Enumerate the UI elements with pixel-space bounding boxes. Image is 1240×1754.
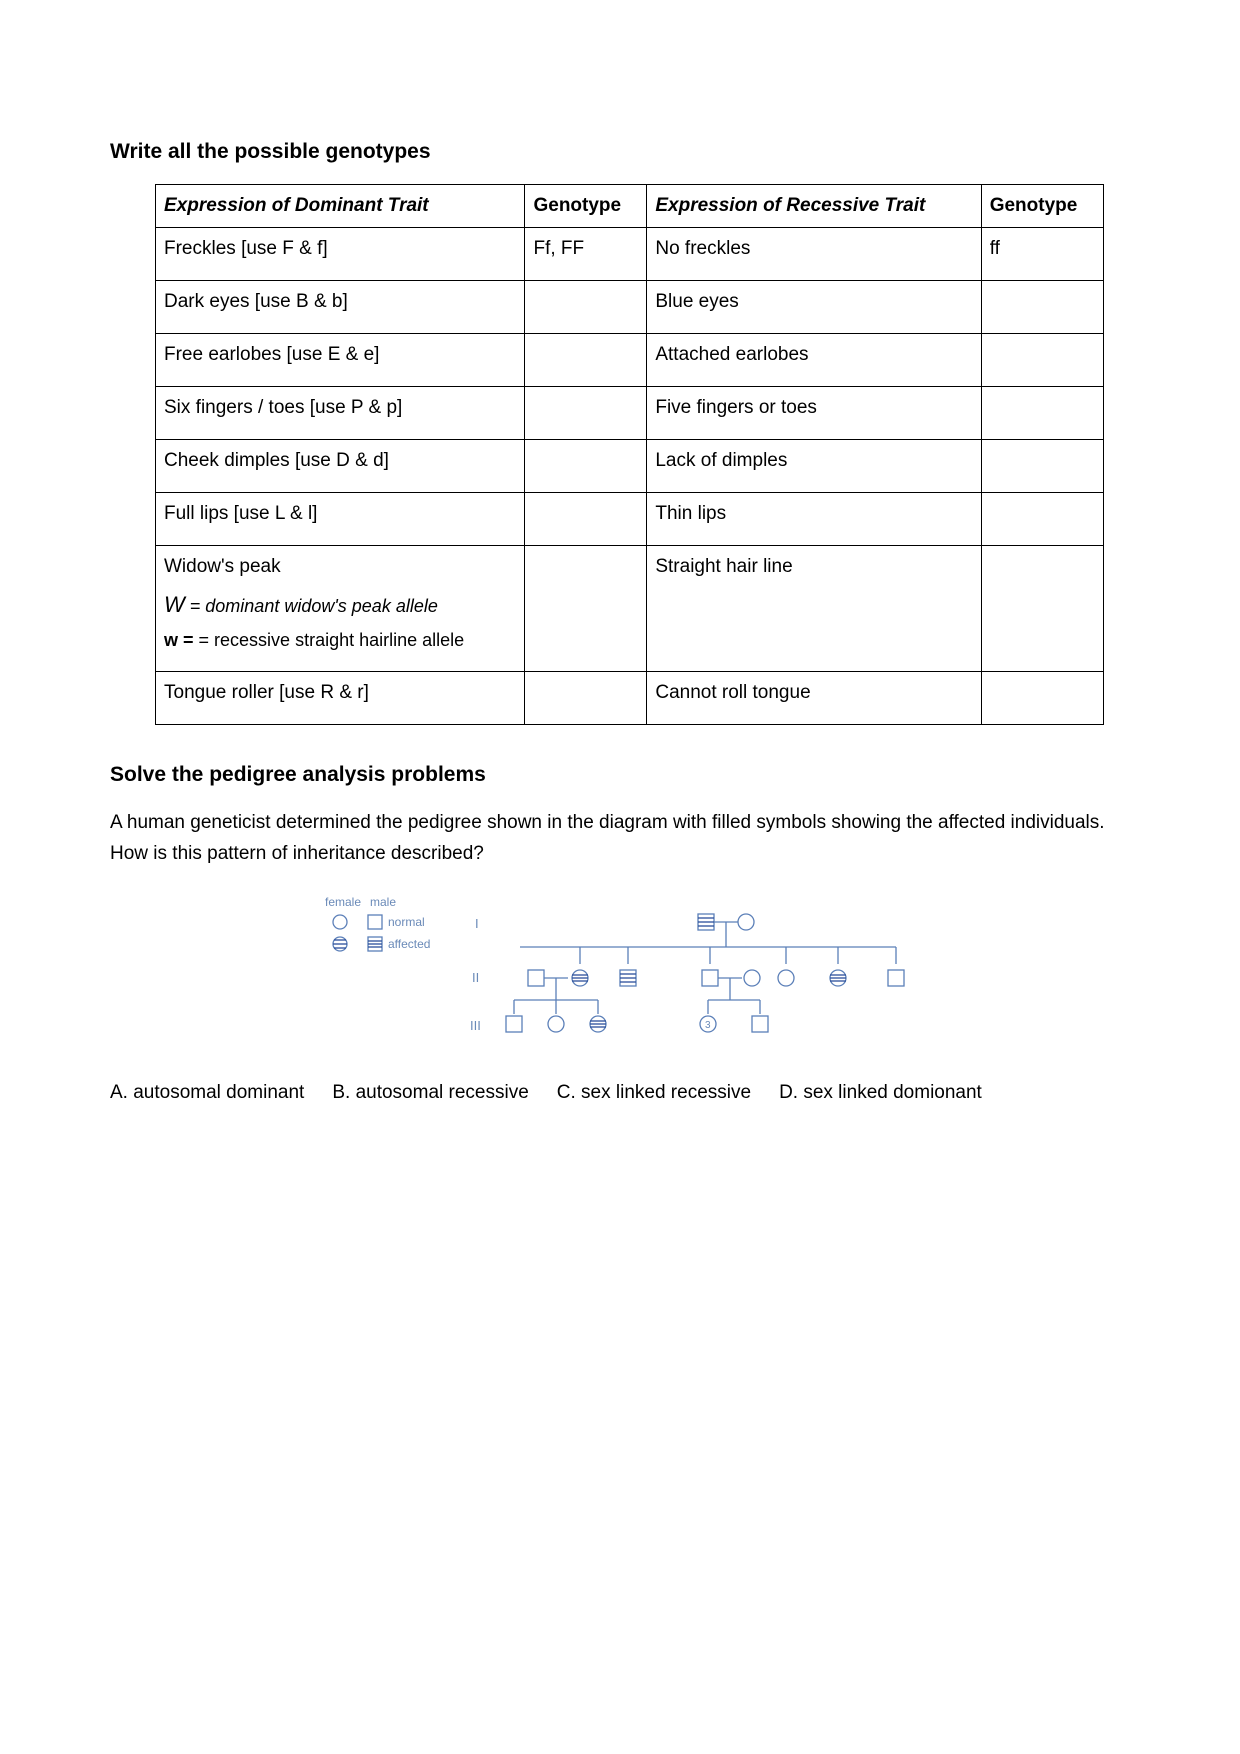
option-c: C. sex linked recessive — [557, 1082, 751, 1104]
col-recessive: Expression of Recessive Trait — [647, 185, 981, 228]
table-row: Cheek dimples [use D & d] Lack of dimple… — [156, 440, 1104, 493]
cell-recessive: Cannot roll tongue — [647, 672, 981, 725]
table-row: Six fingers / toes [use P & p] Five fing… — [156, 387, 1104, 440]
table-row: Tongue roller [use R & r] Cannot roll to… — [156, 672, 1104, 725]
col-geno2: Genotype — [981, 185, 1103, 228]
pedigree-question: A human geneticist determined the pedigr… — [110, 807, 1130, 870]
table-row: Dark eyes [use B & b] Blue eyes — [156, 281, 1104, 334]
cell-geno2 — [981, 493, 1103, 546]
cell-geno2: ff — [981, 228, 1103, 281]
heading-genotypes: Write all the possible genotypes — [110, 140, 1130, 164]
cell-recessive: Attached earlobes — [647, 334, 981, 387]
table-row: Free earlobes [use E & e] Attached earlo… — [156, 334, 1104, 387]
allele-note-recessive: w = = recessive straight hairline allele — [164, 630, 516, 651]
cell-dominant: Cheek dimples [use D & d] — [156, 440, 525, 493]
cell-geno1 — [525, 281, 647, 334]
cell-dominant: Free earlobes [use E & e] — [156, 334, 525, 387]
col-geno1: Genotype — [525, 185, 647, 228]
svg-text:3: 3 — [705, 1020, 711, 1031]
cell-geno1 — [525, 672, 647, 725]
cell-recessive: Five fingers or toes — [647, 387, 981, 440]
cell-geno1 — [525, 334, 647, 387]
legend-male: male — [370, 895, 396, 909]
cell-dominant: Tongue roller [use R & r] — [156, 672, 525, 725]
cell-geno2 — [981, 387, 1103, 440]
pedigree-diagram: female male normal — [110, 892, 1130, 1052]
legend-affected: affected — [388, 937, 430, 951]
cell-geno1: Ff, FF — [525, 228, 647, 281]
allele-text-W: = dominant widow's peak allele — [185, 596, 438, 616]
gen1-couple — [698, 914, 754, 947]
cell-geno1 — [525, 546, 647, 672]
answer-options: A. autosomal dominant B. autosomal reces… — [110, 1082, 1130, 1104]
option-d: D. sex linked domionant — [779, 1082, 982, 1104]
cell-geno2 — [981, 546, 1103, 672]
gen-2: II — [472, 970, 479, 985]
gen-1: I — [475, 916, 479, 931]
allele-letter-W: W — [164, 592, 185, 617]
gen-3: III — [470, 1018, 481, 1033]
genotype-table: Expression of Dominant Trait Genotype Ex… — [155, 184, 1104, 725]
cell-dominant-compound: Widow's peak W = dominant widow's peak a… — [156, 546, 525, 672]
widows-peak-label: Widow's peak — [164, 556, 516, 578]
equals: = — [178, 630, 194, 650]
cell-recessive: Blue eyes — [647, 281, 981, 334]
cell-geno1 — [525, 493, 647, 546]
cell-dominant: Six fingers / toes [use P & p] — [156, 387, 525, 440]
cell-recessive: Thin lips — [647, 493, 981, 546]
cell-geno1 — [525, 440, 647, 493]
cell-geno2 — [981, 672, 1103, 725]
cell-dominant: Dark eyes [use B & b] — [156, 281, 525, 334]
pedigree-svg: female male normal — [300, 892, 940, 1052]
option-a: A. autosomal dominant — [110, 1082, 304, 1104]
legend-female: female — [325, 895, 361, 909]
table-row: Widow's peak W = dominant widow's peak a… — [156, 546, 1104, 672]
table-row: Freckles [use F & f] Ff, FF No freckles … — [156, 228, 1104, 281]
heading-pedigree: Solve the pedigree analysis problems — [110, 763, 1130, 787]
cell-recessive: Lack of dimples — [647, 440, 981, 493]
cell-geno1 — [525, 387, 647, 440]
cell-recessive: No freckles — [647, 228, 981, 281]
page: Write all the possible genotypes Express… — [0, 0, 1240, 1104]
legend-normal: normal — [388, 915, 425, 929]
allele-letter-w: w — [164, 630, 178, 650]
table-row: Full lips [use L & l] Thin lips — [156, 493, 1104, 546]
allele-note-dominant: W = dominant widow's peak allele — [164, 592, 516, 618]
option-b: B. autosomal recessive — [332, 1082, 528, 1104]
cell-geno2 — [981, 334, 1103, 387]
section-pedigree: Solve the pedigree analysis problems A h… — [110, 763, 1130, 1104]
cell-recessive: Straight hair line — [647, 546, 981, 672]
cell-dominant: Full lips [use L & l] — [156, 493, 525, 546]
col-dominant: Expression of Dominant Trait — [156, 185, 525, 228]
table-header-row: Expression of Dominant Trait Genotype Ex… — [156, 185, 1104, 228]
cell-geno2 — [981, 281, 1103, 334]
cell-dominant: Freckles [use F & f] — [156, 228, 525, 281]
cell-geno2 — [981, 440, 1103, 493]
allele-text-w: = recessive straight hairline allele — [194, 630, 465, 650]
